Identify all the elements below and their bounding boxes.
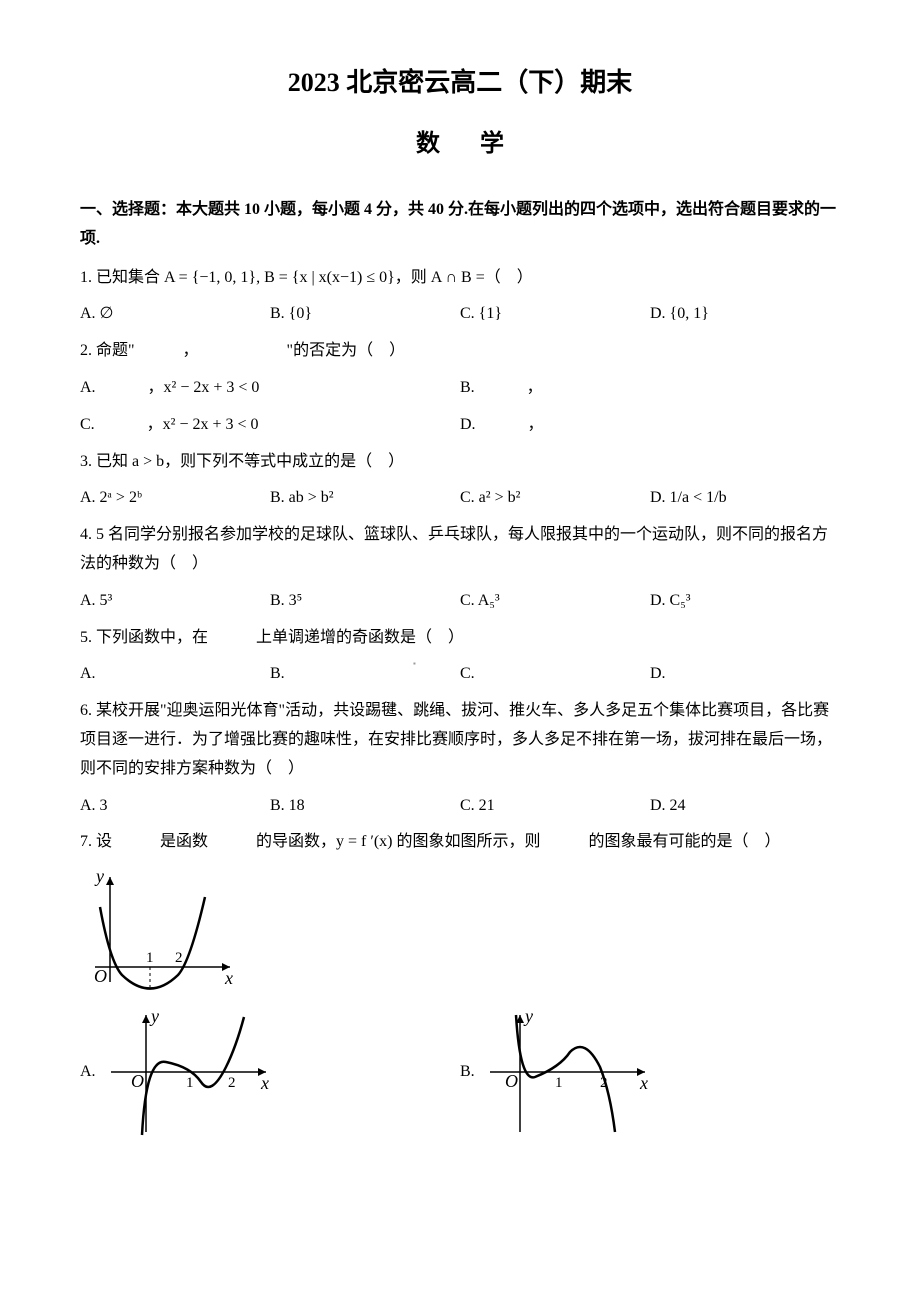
q3-opt-b: B. ab > b² xyxy=(270,484,460,513)
q7-main-graph: y x O 1 2 xyxy=(80,867,840,997)
q5-stem: 5. 下列函数中，在 上单调递增的奇函数是（ ） xyxy=(80,624,840,653)
q5-opt-d: D. xyxy=(650,660,840,689)
q1-opt-c: C. {1} xyxy=(460,300,650,329)
svg-text:1: 1 xyxy=(555,1075,563,1091)
q2-opt-d: D. ， xyxy=(460,411,840,440)
page-title: 2023 北京密云高二（下）期末 xyxy=(80,60,840,107)
svg-text:y: y xyxy=(149,1007,159,1026)
q5-opt-b: B. xyxy=(270,660,460,689)
svg-text:O: O xyxy=(94,966,107,986)
svg-text:1: 1 xyxy=(146,950,154,966)
q6-opt-c: C. 21 xyxy=(460,792,650,821)
watermark-icon: ▪ xyxy=(413,657,416,671)
q5-options: A. B. C. D. xyxy=(80,660,840,689)
q7-stem: 7. 设 是函数 的导函数，y = f ′(x) 的图象如图所示，则 的图象最有… xyxy=(80,828,840,857)
q6-options: A. 3 B. 18 C. 21 D. 24 xyxy=(80,792,840,821)
q1-opt-b: B. {0} xyxy=(270,300,460,329)
q2-opt-c: C. ，x² − 2x + 3 < 0 xyxy=(80,411,460,440)
q2-opt-a: A. ，x² − 2x + 3 < 0 xyxy=(80,374,460,403)
svg-text:1: 1 xyxy=(186,1075,194,1091)
q7-opt-b-label: B. xyxy=(460,1058,475,1087)
q4-opt-a: A. 5³ xyxy=(80,587,270,616)
q3-options: A. 2ᵃ > 2ᵇ B. ab > b² C. a² > b² D. 1/a … xyxy=(80,484,840,513)
svg-text:y: y xyxy=(94,867,104,886)
q1-stem: 1. 已知集合 A = {−1, 0, 1}, B = {x | x(x−1) … xyxy=(80,264,840,293)
derivative-graph: y x O 1 2 xyxy=(80,867,240,997)
svg-text:2: 2 xyxy=(175,950,183,966)
q2-opt-b: B. ， xyxy=(460,374,840,403)
question-4: 4. 5 名同学分别报名参加学校的足球队、篮球队、乒乓球队，每人限报其中的一个运… xyxy=(80,521,840,579)
svg-text:x: x xyxy=(639,1073,648,1093)
q7-option-graphs: A. y x O 1 2 B. y x O 1 2 xyxy=(80,1007,840,1137)
question-6: 6. 某校开展"迎奥运阳光体育"活动，共设踢毽、跳绳、拔河、推火车、多人多足五个… xyxy=(80,697,840,783)
q6-opt-b: B. 18 xyxy=(270,792,460,821)
q4-opt-d: D. C₅³ xyxy=(650,587,840,616)
q5-opt-a: A. xyxy=(80,660,270,689)
svg-text:x: x xyxy=(224,968,233,988)
option-a-graph: y x O 1 2 xyxy=(106,1007,276,1137)
q1-options: A. ∅ B. {0} C. {1} D. {0, 1} xyxy=(80,300,840,329)
q5-opt-c: C. xyxy=(460,660,650,689)
q6-opt-a: A. 3 xyxy=(80,792,270,821)
svg-text:O: O xyxy=(505,1071,518,1091)
question-5: 5. 下列函数中，在 上单调递增的奇函数是（ ） xyxy=(80,624,840,653)
question-1: 1. 已知集合 A = {−1, 0, 1}, B = {x | x(x−1) … xyxy=(80,264,840,293)
subject-title: 数学 xyxy=(80,123,840,166)
svg-text:O: O xyxy=(131,1071,144,1091)
q2-stem: 2. 命题" ， "的否定为（ ） xyxy=(80,337,840,366)
q2-options-row2: C. ，x² − 2x + 3 < 0 D. ， xyxy=(80,411,840,440)
option-b-graph: y x O 1 2 xyxy=(485,1007,655,1137)
question-3: 3. 已知 a > b，则下列不等式中成立的是（ ） xyxy=(80,448,840,477)
svg-text:2: 2 xyxy=(228,1075,236,1091)
q4-opt-c: C. A₅³ xyxy=(460,587,650,616)
q3-opt-d: D. 1/a < 1/b xyxy=(650,484,840,513)
svg-text:2: 2 xyxy=(600,1075,608,1091)
q1-opt-a: A. ∅ xyxy=(80,300,270,329)
question-2: 2. 命题" ， "的否定为（ ） xyxy=(80,337,840,366)
q4-opt-b: B. 3⁵ xyxy=(270,587,460,616)
q4-options: A. 5³ B. 3⁵ C. A₅³ D. C₅³ xyxy=(80,587,840,616)
q1-opt-d: D. {0, 1} xyxy=(650,300,840,329)
section-header: 一、选择题：本大题共 10 小题，每小题 4 分，共 40 分.在每小题列出的四… xyxy=(80,196,840,254)
q6-stem: 6. 某校开展"迎奥运阳光体育"活动，共设踢毽、跳绳、拔河、推火车、多人多足五个… xyxy=(80,697,840,783)
q6-opt-d: D. 24 xyxy=(650,792,840,821)
svg-text:x: x xyxy=(260,1073,269,1093)
svg-text:y: y xyxy=(523,1007,533,1026)
q7-opt-a-label: A. xyxy=(80,1058,96,1087)
q4-stem: 4. 5 名同学分别报名参加学校的足球队、篮球队、乒乓球队，每人限报其中的一个运… xyxy=(80,521,840,579)
q3-opt-a: A. 2ᵃ > 2ᵇ xyxy=(80,484,270,513)
q2-options-row1: A. ，x² − 2x + 3 < 0 B. ， xyxy=(80,374,840,403)
question-7: 7. 设 是函数 的导函数，y = f ′(x) 的图象如图所示，则 的图象最有… xyxy=(80,828,840,857)
q3-opt-c: C. a² > b² xyxy=(460,484,650,513)
q3-stem: 3. 已知 a > b，则下列不等式中成立的是（ ） xyxy=(80,448,840,477)
